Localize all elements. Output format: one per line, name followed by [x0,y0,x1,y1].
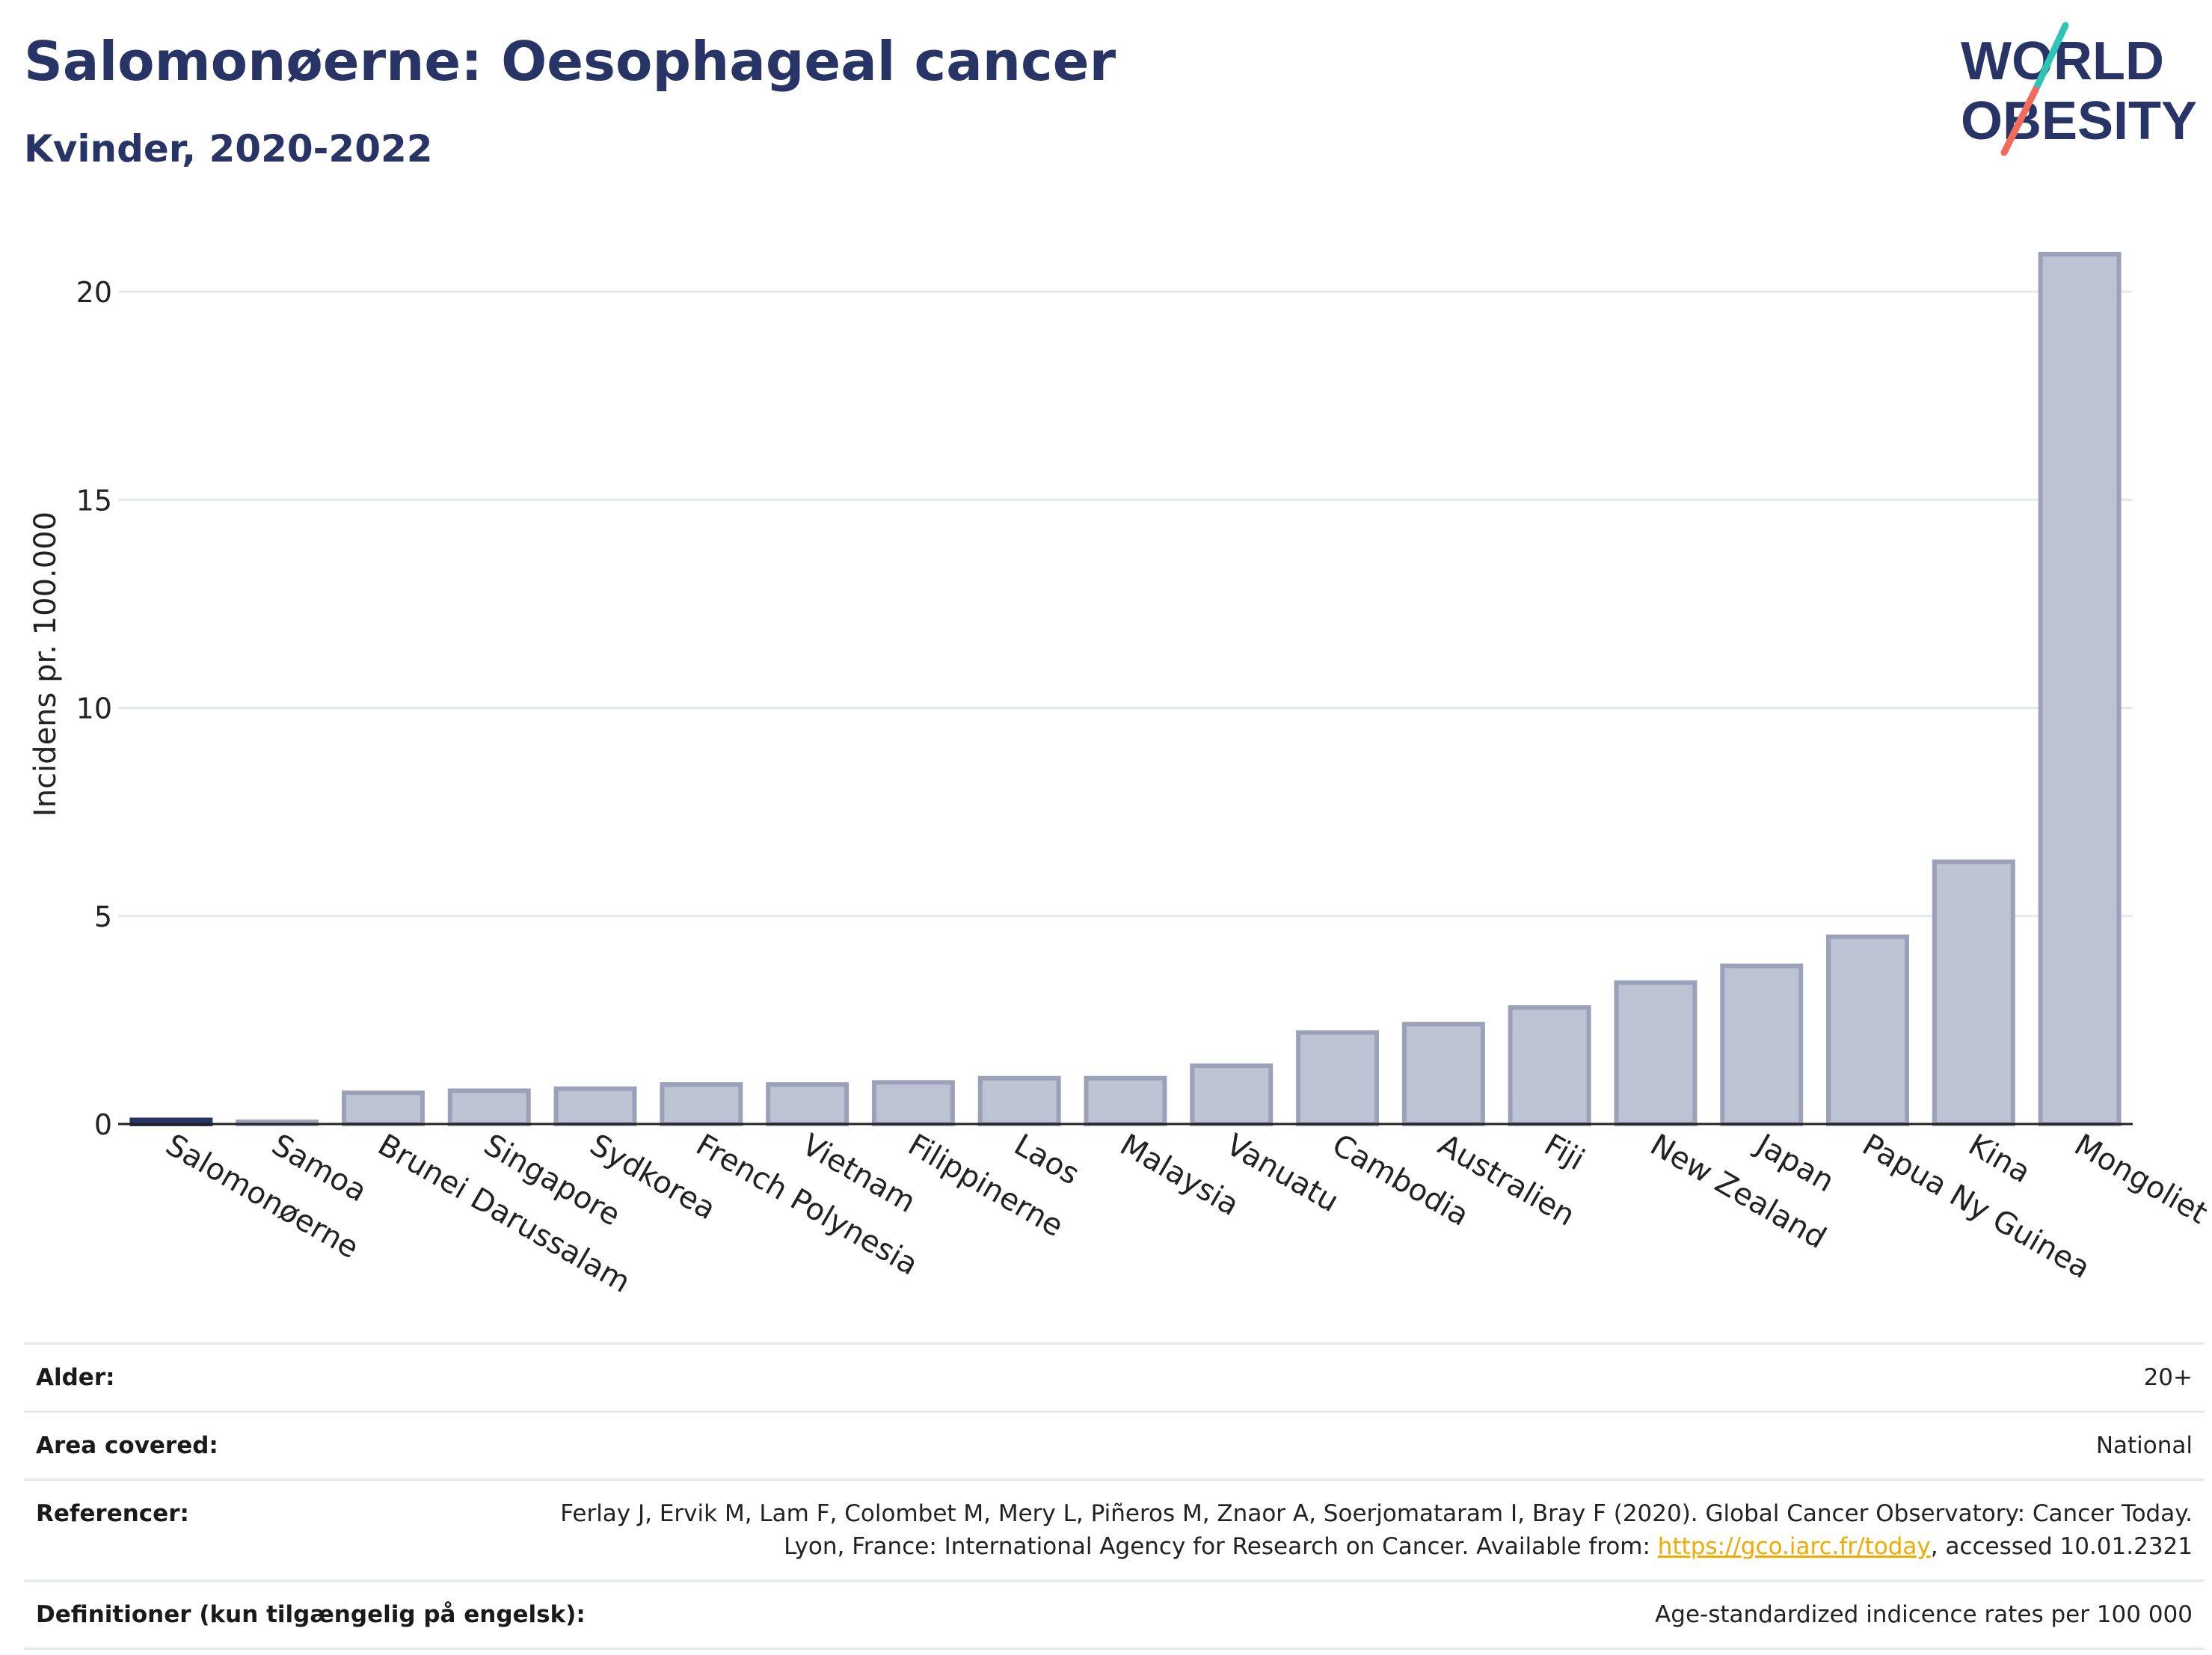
x-tick-label: Malaysia [1114,1128,1244,1223]
bar-brunei-darussalam[interactable] [342,1090,425,1126]
bar-new-zealand[interactable] [1614,980,1698,1127]
meta-label: Alder: [36,1364,115,1391]
y-axis-label: Incidens pr. 100.000 [28,512,63,817]
metadata-table: Alder: 20+ Area covered: National Refere… [24,1342,2205,1650]
meta-row-references: Referencer: Ferlay J, Ervik M, Lam F, Co… [24,1479,2205,1579]
bar-singapore[interactable] [447,1088,531,1126]
meta-label: Area covered: [36,1432,218,1459]
bar-papua-ny-guinea[interactable] [1826,934,1909,1126]
bar-filippinerne[interactable] [871,1080,955,1126]
y-tick-label: 5 [94,900,112,933]
meta-row-definitions: Definitioner (kun tilgængelig på engelsk… [24,1579,2205,1650]
meta-value: Age-standardized indicence rates per 100… [1655,1601,2193,1628]
meta-row-age: Alder: 20+ [24,1342,2205,1410]
logo-slash-bottom [2000,86,2039,156]
x-tick-label: Mongoliet [2068,1128,2212,1231]
x-tick-label: Laos [1008,1128,1085,1192]
bar-malaysia[interactable] [1084,1075,1167,1127]
logo-slash-top [2032,22,2069,93]
bar-fiji[interactable] [1508,1005,1591,1127]
meta-row-area: Area covered: National [24,1410,2205,1479]
reference-link[interactable]: https://gco.iarc.fr/today [1657,1533,1931,1560]
grid-lines [118,290,2133,918]
x-tick-label: Salomonøerne [160,1128,364,1265]
y-tick-label: 15 [76,484,112,517]
bar-vanuatu[interactable] [1190,1063,1274,1126]
bar-vietnam[interactable] [766,1082,850,1126]
bar-french-polynesia[interactable] [660,1082,743,1126]
x-tick-label: New Zealand [1644,1128,1832,1256]
bars [129,251,2122,1127]
meta-value: 20+ [2143,1364,2193,1391]
logo-text-world: WORLD [1961,31,2164,91]
chart-title: Salomonøerne: Oesophageal cancer [24,30,1116,93]
bar-japan[interactable] [1720,963,1804,1127]
bar-kina[interactable] [1932,859,2015,1127]
y-tick-label: 0 [94,1108,112,1141]
y-tick-label: 10 [76,693,112,725]
meta-label: Referencer: [36,1500,189,1527]
logo-text-obesity: OBESITY [1961,91,2197,151]
x-tick-label: Vanuatu [1220,1128,1345,1219]
reference-text: Ferlay J, Ervik M, Lam F, Colombet M, Me… [560,1500,2193,1560]
bar-cambodia[interactable] [1296,1030,1380,1126]
meta-label: Definitioner (kun tilgængelig på engelsk… [36,1601,586,1628]
x-tick-label: Kina [1962,1128,2036,1190]
x-tick-label: Fiji [1538,1128,1590,1178]
bar-laos[interactable] [977,1075,1061,1127]
meta-value: National [2095,1432,2193,1459]
bar-sydkorea[interactable] [553,1086,637,1127]
bar-australien[interactable] [1401,1022,1485,1126]
reference-accessed: , accessed 10.01.2321 [1930,1533,2193,1560]
y-tick-label: 20 [76,276,112,309]
meta-value: Ferlay J, Ervik M, Lam F, Colombet M, Me… [547,1497,2193,1563]
chart-subtitle: Kvinder, 2020-2022 [24,127,433,171]
world-obesity-logo: WORLD OBESITY [1961,22,2197,156]
bar-mongoliet[interactable] [2038,251,2122,1126]
